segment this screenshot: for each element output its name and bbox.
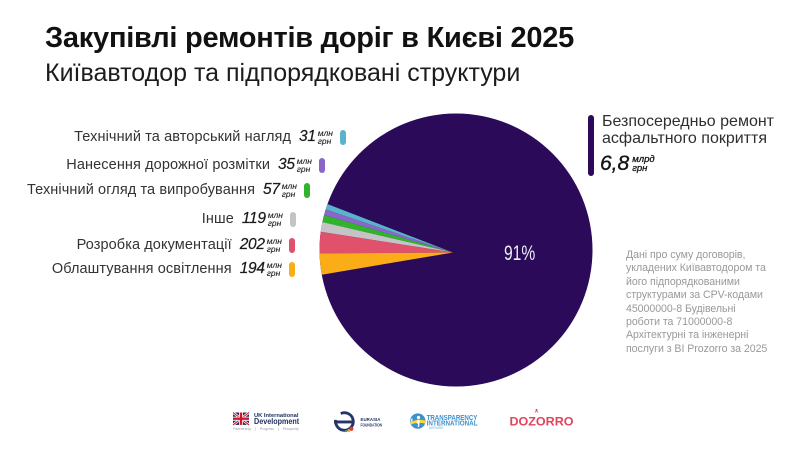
svg-text:UKRAINE: UKRAINE: [429, 426, 444, 430]
svg-text:DOZORRO: DOZORRO: [510, 415, 574, 428]
svg-text:FOUNDATION: FOUNDATION: [361, 423, 383, 428]
svg-text:Development: Development: [254, 417, 300, 426]
svg-text:TRANSPARENCY: TRANSPARENCY: [427, 413, 478, 422]
svg-text:UK International: UK International: [254, 413, 299, 419]
svg-text:INTERNATIONAL: INTERNATIONAL: [427, 418, 478, 427]
svg-text:Partnership | Progress: Partnership | Progress | Prosperity: [233, 427, 299, 431]
svg-text:EURASIA: EURASIA: [361, 417, 382, 422]
